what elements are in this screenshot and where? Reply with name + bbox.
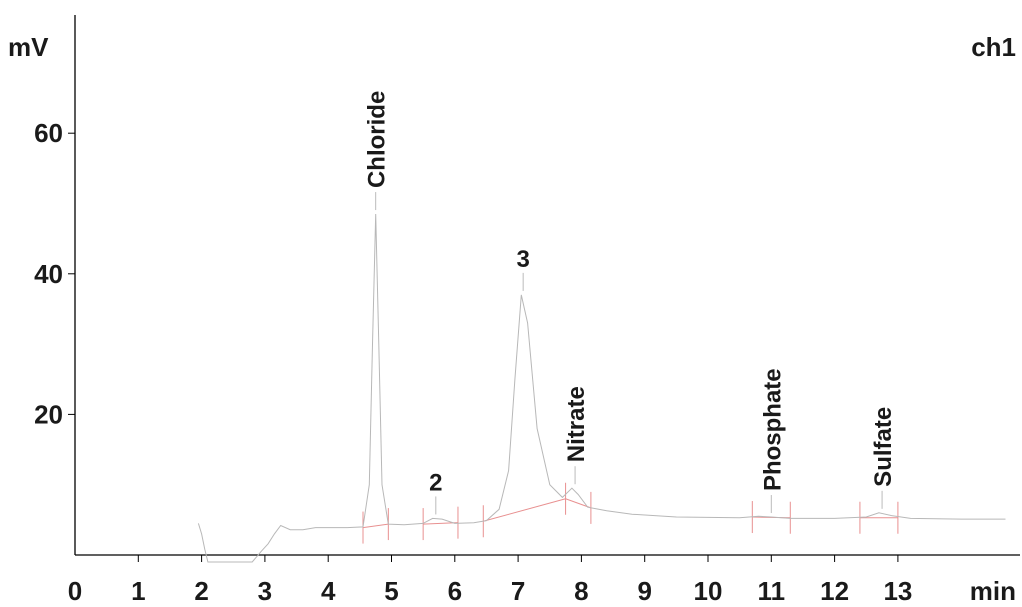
y-ticks: 20 40 60 — [34, 118, 75, 429]
baseline-0 — [362, 523, 389, 529]
signal — [197, 213, 1006, 563]
peak-label: Phosphate — [759, 368, 786, 491]
x-tick-label: 2 — [194, 576, 208, 606]
x-tick-label: 8 — [574, 576, 588, 606]
peak-label: Sulfate — [870, 407, 897, 487]
baselines — [362, 498, 898, 529]
x-tick-label: 7 — [511, 576, 525, 606]
y-unit-label: mV — [8, 32, 49, 62]
peak-label: Nitrate — [563, 386, 590, 462]
x-tick-label: 9 — [637, 576, 651, 606]
x-ticks: 0 1 2 3 4 5 6 7 8 9 10 11 12 13 — [68, 555, 912, 606]
y-tick-label: 40 — [34, 259, 63, 289]
peak-label: 2 — [429, 469, 442, 496]
baseline-2 — [483, 498, 566, 522]
x-tick-label: 10 — [694, 576, 723, 606]
axes — [74, 15, 1020, 556]
peak-label: 3 — [516, 246, 529, 273]
x-tick-label: 12 — [820, 576, 849, 606]
x-tick-label: 4 — [321, 576, 336, 606]
x-tick-label: 13 — [883, 576, 912, 606]
x-tick-label: 3 — [258, 576, 272, 606]
x-tick-label: 6 — [448, 576, 462, 606]
x-tick-label: 5 — [384, 576, 398, 606]
peak-label: Chloride — [364, 91, 391, 188]
integration-markers — [362, 482, 899, 544]
signal-trace-0 — [197, 213, 1006, 563]
x-unit-label: min — [970, 576, 1016, 606]
peak-labels: Chloride 2 3 Nitrate Phosphate Sulfate — [364, 91, 897, 515]
y-tick-label: 20 — [34, 399, 63, 429]
x-tick-label: 0 — [68, 576, 82, 606]
x-tick-label: 1 — [131, 576, 145, 606]
channel-label: ch1 — [971, 32, 1016, 62]
y-tick-label: 60 — [34, 118, 63, 148]
x-tick-label: 11 — [758, 576, 786, 606]
